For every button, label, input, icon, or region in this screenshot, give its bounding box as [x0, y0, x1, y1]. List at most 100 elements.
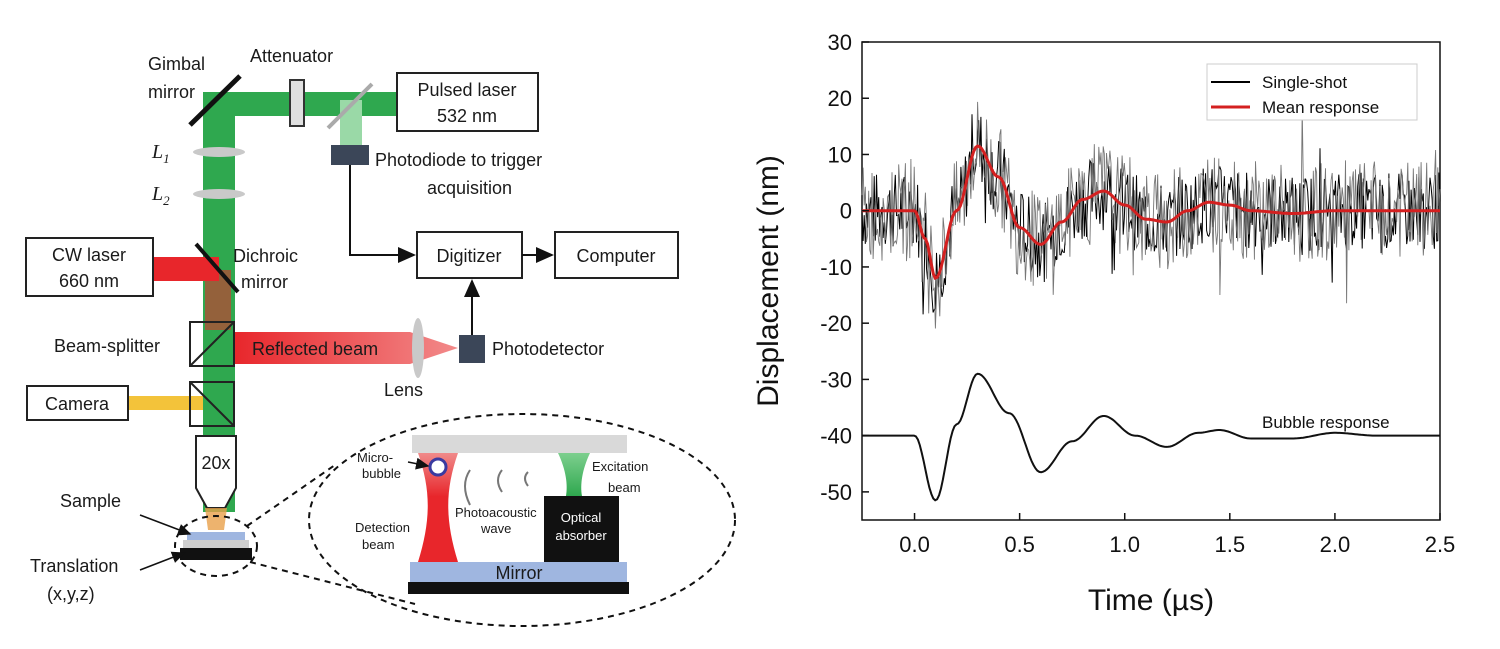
x-axis-title: Time (µs)	[1088, 584, 1214, 617]
translation-stage	[180, 548, 252, 560]
single-shot-traces	[861, 101, 1441, 329]
photodetector-label: Photodetector	[492, 339, 604, 359]
camera-splitter-diag	[189, 381, 235, 427]
l1-label: L1	[151, 141, 170, 166]
legend-label-mean: Mean response	[1262, 98, 1379, 117]
gimbal-label-1: Gimbal	[148, 54, 205, 74]
trigger-cable	[349, 165, 416, 263]
photoacoustic-label-1: Photoacoustic	[455, 505, 537, 520]
y-tick-label: -40	[820, 424, 852, 449]
y-tick-label: 10	[828, 142, 852, 167]
excitation-label-1: Excitation	[592, 459, 648, 474]
cw-laser-label-1: CW laser	[52, 245, 126, 265]
pulsed-laser-label-2: 532 nm	[437, 106, 497, 126]
sample-pointer	[139, 514, 192, 536]
lens-label: Lens	[384, 380, 423, 400]
y-tick-label: -10	[820, 255, 852, 280]
lens-l2-icon	[193, 189, 245, 199]
sample-slide	[187, 532, 245, 540]
wave-arc-1	[464, 469, 471, 506]
y-tick-label: -20	[820, 311, 852, 336]
x-tick-label: 0.5	[1004, 532, 1035, 557]
detection-label-2: beam	[362, 537, 395, 552]
beam-splitter-cube-icon	[189, 321, 235, 367]
photodiode-label-1: Photodiode to trigger	[375, 150, 542, 170]
detection-beam-shape	[418, 453, 458, 562]
focus-cone	[205, 508, 227, 530]
microbubble-icon	[428, 457, 448, 477]
setup-diagram: Gimbal mirror Attenuator Pulsed laser 53…	[25, 46, 736, 627]
digitizer-label: Digitizer	[436, 246, 501, 266]
inset-detail	[407, 435, 629, 594]
lens-l1-icon	[193, 147, 245, 157]
photoacoustic-label-2: wave	[480, 521, 511, 536]
beamsplitter-label: Beam-splitter	[54, 336, 160, 356]
camera-splitter-cube-icon	[189, 381, 235, 427]
camera-box	[26, 385, 129, 421]
computer-box	[554, 231, 679, 279]
absorber-label-1: Optical	[561, 510, 602, 525]
reflected-beam	[233, 332, 458, 364]
zoom-line-top	[246, 464, 336, 527]
camera-label: Camera	[45, 394, 110, 414]
bubble-response-line	[862, 372, 1440, 502]
y-axis-title: Displacement (nm)	[752, 155, 785, 407]
translation-label-2: (x,y,z)	[47, 584, 95, 604]
photodetector-icon	[459, 335, 485, 363]
microbubble-label-1: Micro-	[357, 450, 393, 465]
dichroic-label-2: mirror	[241, 272, 288, 292]
excitation-beam-shape	[558, 453, 590, 496]
microbubble-pointer	[407, 457, 430, 470]
dichroic-label-1: Dichroic	[233, 246, 298, 266]
legend-label-single-shot: Single-shot	[1262, 73, 1347, 92]
legend-box	[1206, 63, 1418, 121]
beam-sampler-icon	[326, 82, 374, 130]
plot-frame	[861, 41, 1441, 521]
zoom-origin-circle	[174, 515, 258, 577]
x-tick-label: 1.0	[1109, 532, 1140, 557]
translation-label-1: Translation	[30, 556, 118, 576]
reflected-beam-label: Reflected beam	[252, 339, 378, 359]
excitation-label-2: beam	[608, 480, 641, 495]
x-tick-label: 1.5	[1215, 532, 1246, 557]
x-tick-label: 2.0	[1320, 532, 1351, 557]
l2-label: L2	[151, 183, 170, 208]
sample-label: Sample	[60, 491, 121, 511]
cw-laser-box	[25, 237, 154, 297]
mean-response-line	[862, 144, 1440, 281]
zoom-inset-ellipse	[308, 413, 736, 627]
y-tick-label: -50	[820, 480, 852, 505]
wave-arc-3	[524, 471, 529, 487]
computer-label: Computer	[576, 246, 655, 266]
sample-holder	[183, 540, 249, 548]
pulsed-laser-box	[396, 72, 539, 132]
beam-splitter-diag	[189, 321, 235, 367]
y-tick-label: 0	[840, 199, 852, 224]
gimbal-mirror-icon	[188, 74, 242, 127]
dichroic-mirror-icon	[194, 242, 240, 294]
x-axis-ticks: 0.0 0.5 1.0 1.5 2.0 2.5	[899, 513, 1455, 557]
gimbal-label-2: mirror	[148, 82, 195, 102]
pulsed-laser-label-1: Pulsed laser	[417, 80, 516, 100]
y-tick-label: 30	[828, 30, 852, 55]
inset-mirror-label: Mirror	[496, 563, 543, 583]
wave-arc-2	[497, 469, 503, 493]
attenuator-label: Attenuator	[250, 46, 333, 66]
optical-absorber-block	[544, 496, 619, 562]
attenuator-icon	[289, 79, 305, 127]
objective-label: 20x	[201, 453, 230, 473]
bubble-response-annotation: Bubble response	[1262, 413, 1390, 432]
microbubble-label-2: bubble	[362, 466, 401, 481]
single-shot-trace-2	[861, 101, 1441, 329]
y-axis-ticks: 30 20 10 0 -10 -20 -30 -40 -50	[820, 30, 869, 505]
detection-label-1: Detection	[355, 520, 410, 535]
single-shot-trace-1	[861, 114, 1441, 315]
detector-lens-icon	[412, 318, 424, 378]
photodiode-label-2: acquisition	[427, 178, 512, 198]
cw-laser-label-2: 660 nm	[59, 271, 119, 291]
legend: Single-shot Mean response	[1206, 63, 1418, 121]
inset-top-slide	[412, 435, 627, 453]
x-tick-label: 0.0	[899, 532, 930, 557]
